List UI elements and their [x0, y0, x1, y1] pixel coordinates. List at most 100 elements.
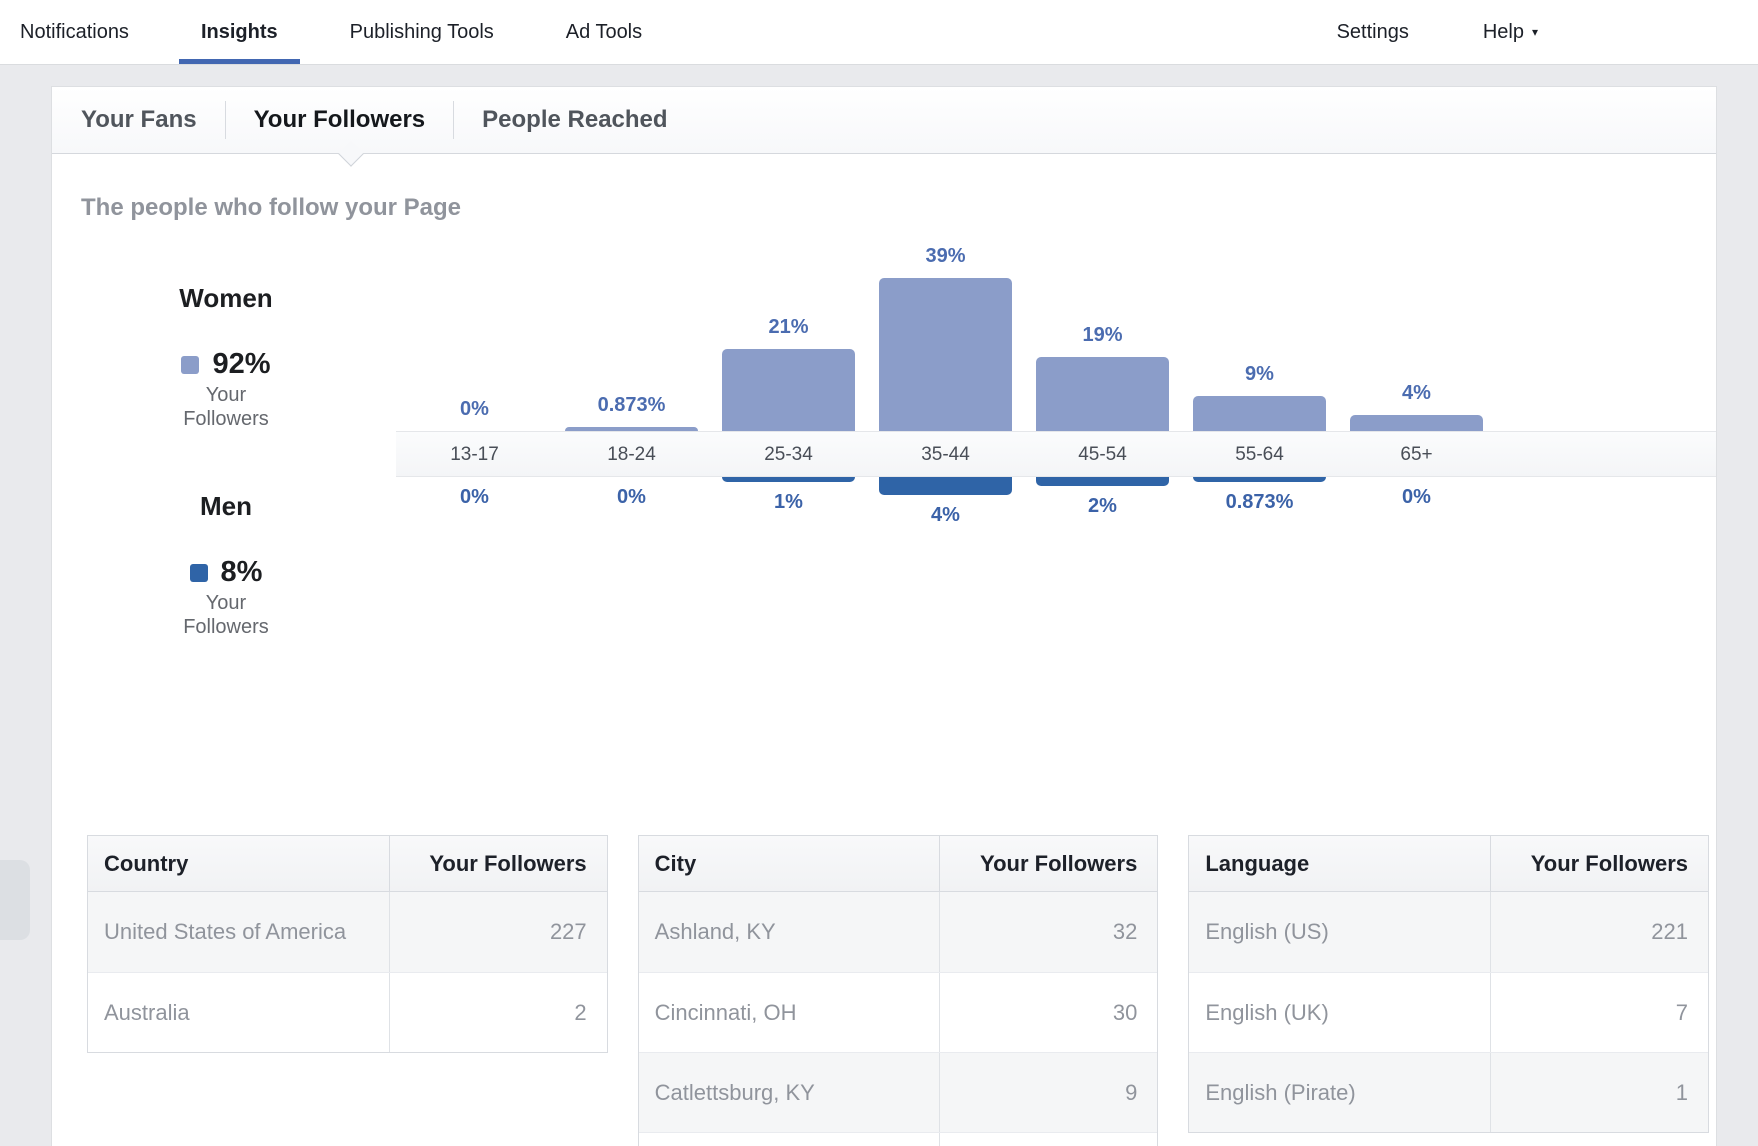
tab-people-reached[interactable]: People Reached	[454, 106, 695, 134]
men-value-label-35-44: 4%	[931, 504, 960, 526]
chart-slot-13-17: 0% 13-17 0%	[396, 232, 553, 572]
caret-down-icon: ▾	[1531, 25, 1538, 39]
row-label: Huntington, WV	[639, 1133, 940, 1146]
men-value-label-65+: 0%	[1402, 486, 1431, 508]
men-value-label-55-64: 0.873%	[1225, 491, 1294, 513]
men-bar-45-54[interactable]	[1036, 477, 1169, 486]
active-nav-underline	[178, 59, 300, 64]
chart-slot-35-44: 39% 35-44 4%	[867, 232, 1024, 572]
nav-item-label: Insights	[200, 20, 278, 43]
language-table-header: Language Your Followers	[1189, 836, 1708, 893]
row-label: English (UK)	[1205, 999, 1329, 1025]
age-axis-label-55-64: 55-64	[1235, 444, 1284, 465]
row-value: 227	[388, 892, 607, 973]
nav-item-label: Ad Tools	[565, 20, 643, 43]
followers-tables: Country Your Followers United States of Am…	[87, 835, 1709, 1146]
section-title: The people who follow your Page	[81, 194, 462, 221]
row-value: 9	[939, 1133, 1157, 1146]
row-label: United States of America	[104, 919, 347, 945]
men-bar-55-64[interactable]	[1193, 477, 1326, 482]
city-column-header: City	[654, 850, 697, 876]
nav-item-settings[interactable]: Settings	[1337, 0, 1409, 64]
row-label: English (US)	[1205, 919, 1329, 945]
tab-separator	[453, 101, 455, 139]
women-value-label-65+: 4%	[1402, 382, 1431, 404]
age-axis-label-35-44: 35-44	[921, 444, 970, 465]
nav-item-ad-tools[interactable]: Ad Tools	[566, 0, 642, 64]
legend-women-heading: Women	[179, 283, 273, 313]
row-label: Ashland, KY	[654, 919, 776, 945]
nav-item-help[interactable]: Help ▾	[1483, 0, 1538, 64]
row-value: 9	[939, 1053, 1157, 1133]
men-swatch-icon	[189, 563, 208, 582]
age-gender-bar-chart: 0% 13-17 0% 0.873% 18-24 0% 21% 25-34 1% 39% 35-44…	[396, 232, 1716, 572]
nav-item-notifications[interactable]: Notifications	[20, 0, 129, 64]
chart-slot-25-34: 21% 25-34 1%	[710, 232, 867, 572]
country-column-header: Country	[104, 850, 189, 876]
women-bar-18-24[interactable]	[565, 427, 698, 431]
women-bar-65+[interactable]	[1350, 415, 1483, 431]
tab-separator	[224, 101, 226, 139]
city-table-row: Ashland, KY 32	[638, 892, 1158, 973]
language-table-row: English (US) 221	[1189, 892, 1708, 973]
age-axis-label-18-24: 18-24	[607, 444, 656, 465]
city-table-row: Cincinnati, OH 30	[638, 972, 1158, 1053]
chart-legend: Women 92% Your Followers Men 8% Your Fol…	[81, 232, 396, 639]
row-label: Australia	[104, 999, 190, 1025]
age-axis-label-13-17: 13-17	[450, 444, 499, 465]
row-value: 221	[1490, 892, 1708, 973]
nav-item-publishing-tools[interactable]: Publishing Tools	[350, 0, 494, 64]
row-label: Catlettsburg, KY	[654, 1079, 815, 1105]
followers-tabbar: Your Fans Your Followers People Reached	[52, 87, 1716, 167]
nav-item-label: Help	[1482, 20, 1524, 43]
women-value-label-18-24: 0.873%	[597, 394, 666, 416]
nav-item-label: Publishing Tools	[349, 20, 494, 43]
men-bar-35-44[interactable]	[879, 477, 1012, 495]
women-bar-25-34[interactable]	[722, 349, 855, 431]
women-value-label-25-34: 21%	[768, 316, 809, 338]
age-axis-label-25-34: 25-34	[764, 444, 813, 465]
followers-demographics-section: The people who follow your Page Women 92…	[52, 154, 1716, 1146]
tab-label: Your Followers	[253, 106, 426, 133]
women-bar-45-54[interactable]	[1036, 357, 1169, 431]
chart-slot-45-54: 19% 45-54 2%	[1024, 232, 1181, 572]
row-label: Cincinnati, OH	[654, 999, 797, 1025]
city-table: City Your Followers Ashland, KY 32 Cincinnat…	[637, 835, 1159, 1146]
chart-slot-18-24: 0.873% 18-24 0%	[553, 232, 710, 572]
men-value-label-13-17: 0%	[460, 486, 489, 508]
legend-men-caption: Your Followers	[183, 592, 269, 638]
city-table-row: Huntington, WV9	[638, 1132, 1158, 1146]
your-followers-column-header: Your Followers	[1490, 836, 1708, 892]
left-edge-handle	[0, 860, 30, 940]
chart-slot-65+: 4% 65+ 0%	[1338, 232, 1495, 572]
age-axis-label-45-54: 45-54	[1078, 444, 1127, 465]
men-value-label-45-54: 2%	[1088, 495, 1117, 517]
men-bar-25-34[interactable]	[722, 477, 855, 482]
women-value-label-35-44: 39%	[925, 245, 966, 267]
nav-right-group: Settings Help ▾	[1337, 0, 1612, 64]
row-value: 1	[1490, 1053, 1708, 1133]
language-column-header: Language	[1205, 850, 1310, 876]
row-value: 30	[939, 973, 1157, 1053]
women-value-label-45-54: 19%	[1082, 324, 1123, 346]
tab-your-fans[interactable]: Your Fans	[53, 106, 225, 134]
demographics-chart: Women 92% Your Followers Men 8% Your Fol…	[81, 232, 1716, 639]
row-value: 32	[939, 892, 1157, 973]
nav-item-label: Notifications	[20, 20, 129, 43]
tab-your-followers[interactable]: Your Followers	[226, 106, 454, 134]
language-table-row: English (Pirate) 1	[1189, 1052, 1708, 1133]
language-table-row: English (UK) 7	[1189, 972, 1708, 1053]
chart-slot-55-64: 9% 55-64 0.873%	[1181, 232, 1338, 572]
row-value: 2	[388, 973, 607, 1053]
row-value: 7	[1490, 973, 1708, 1053]
country-table: Country Your Followers United States of Am…	[87, 835, 608, 1054]
legend-men-heading: Men	[200, 491, 252, 522]
city-table-header: City Your Followers	[638, 836, 1158, 893]
nav-item-insights[interactable]: Insights	[178, 0, 300, 64]
legend-women-caption: Your Followers	[183, 384, 269, 430]
women-bar-55-64[interactable]	[1193, 396, 1326, 431]
top-navigation-bar: Notifications Insights Publishing Tools …	[0, 0, 1758, 65]
age-axis-label-65+: 65+	[1400, 444, 1433, 465]
women-bar-35-44[interactable]	[879, 278, 1012, 431]
insights-card: Your Fans Your Followers People Reached …	[51, 86, 1717, 1146]
